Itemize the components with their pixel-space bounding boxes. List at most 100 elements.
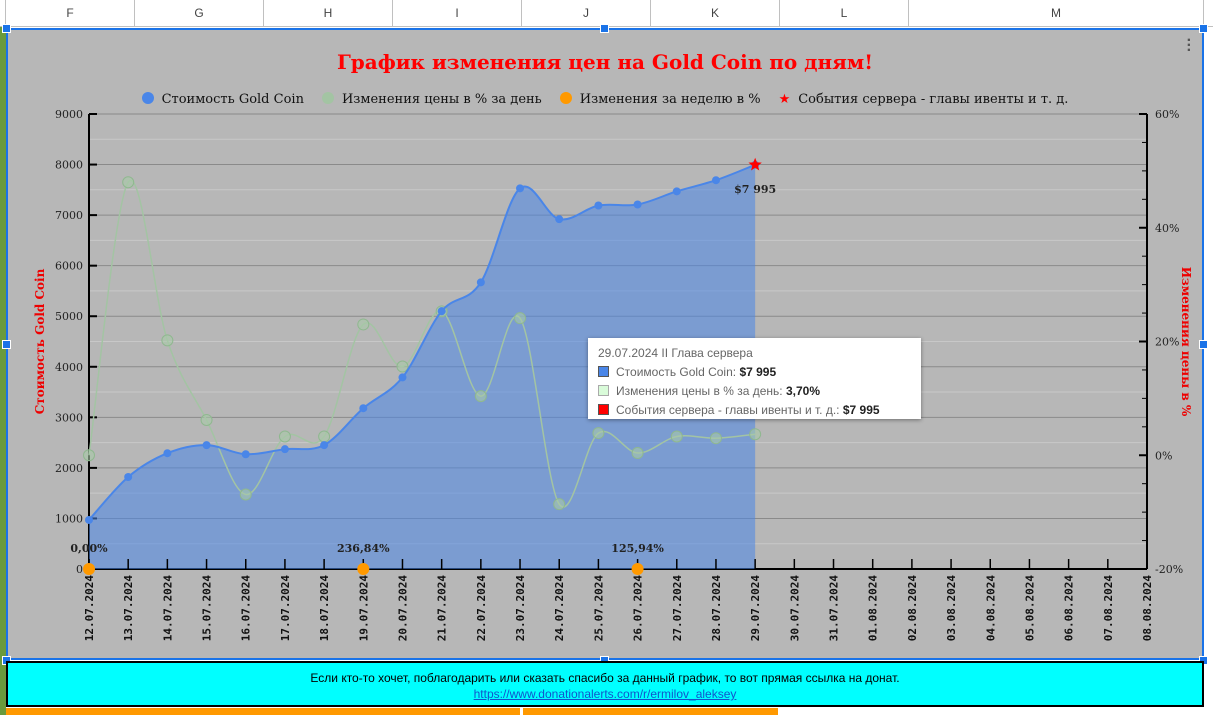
- y2-tick-label: 40%: [1155, 222, 1179, 235]
- y-tick-label: 9000: [55, 108, 83, 121]
- swatch-icon: [598, 385, 609, 396]
- y2-axis-title: Изменения цены в %: [1179, 267, 1193, 417]
- y-tick-label: 6000: [55, 260, 83, 273]
- price-point: [594, 201, 603, 210]
- legend-label: События сервера - главы ивенты и т. д.: [798, 92, 1069, 107]
- daily-change-point: [553, 498, 566, 511]
- x-tick-label: 20.07.2024: [396, 575, 409, 642]
- x-tick-label: 07.08.2024: [1102, 575, 1115, 642]
- x-tick-label: 13.07.2024: [122, 575, 135, 642]
- col-header-h[interactable]: H: [264, 0, 393, 26]
- x-tick-label: 30.07.2024: [788, 575, 801, 642]
- col-blank: [0, 0, 6, 26]
- weekly-change-point: [357, 563, 370, 575]
- tooltip-row: Изменения цены в % за день: 3,70%: [598, 382, 911, 401]
- resize-handle[interactable]: [1199, 24, 1208, 33]
- x-tick-label: 23.07.2024: [514, 575, 527, 642]
- swatch-icon: [598, 366, 609, 377]
- y-tick-label: 7000: [55, 209, 83, 222]
- tooltip-row: События сервера - главы ивенты и т. д.: …: [598, 401, 911, 420]
- legend-label: Стоимость Gold Coin: [161, 92, 304, 107]
- tooltip-label: События сервера - главы ивенты и т. д.:: [616, 403, 843, 417]
- legend-item[interactable]: Изменения цены в % за день: [321, 92, 542, 107]
- legend-dot-icon: [559, 92, 572, 104]
- daily-change-point: [709, 432, 722, 445]
- y-tick-label: 8000: [55, 159, 83, 172]
- y-tick-label: 2000: [55, 462, 83, 475]
- x-tick-label: 22.07.2024: [475, 575, 488, 642]
- col-header-j[interactable]: J: [522, 0, 651, 26]
- weekly-change-label: 125,94%: [611, 542, 664, 555]
- x-tick-label: 16.07.2024: [240, 575, 253, 642]
- y-tick-label: 5000: [55, 310, 83, 323]
- tooltip-row: Стоимость Gold Coin: $7 995: [598, 363, 911, 382]
- donation-cell: Если кто-то хочет, поблагодарить или ска…: [6, 661, 1204, 707]
- y2-tick-label: -20%: [1155, 563, 1183, 576]
- chart-legend: Стоимость Gold Coin Изменения цены в % з…: [8, 92, 1202, 107]
- y-tick-label: 3000: [55, 411, 83, 424]
- col-header-l[interactable]: L: [780, 0, 909, 26]
- x-tick-label: 24.07.2024: [553, 575, 566, 642]
- x-tick-label: 08.08.2024: [1141, 575, 1154, 642]
- price-point: [711, 176, 720, 185]
- daily-change-point: [474, 390, 487, 403]
- price-area: [89, 164, 756, 569]
- chart-title: График изменения цен на Gold Coin по дня…: [336, 50, 874, 74]
- legend-item[interactable]: ★ События сервера - главы ивенты и т. д.: [779, 92, 1069, 107]
- x-tick-label: 02.08.2024: [906, 575, 919, 642]
- x-tick-label: 31.07.2024: [828, 575, 841, 642]
- col-header-g[interactable]: G: [135, 0, 264, 26]
- daily-change-point: [631, 446, 644, 459]
- daily-change-point: [278, 430, 291, 443]
- weekly-change-label: 0,00%: [70, 542, 108, 555]
- cell-orange: [6, 708, 520, 715]
- daily-change-point: [200, 413, 213, 426]
- tooltip-value: $7 995: [739, 365, 777, 379]
- daily-change-point: [592, 427, 605, 440]
- daily-change-point: [514, 312, 527, 325]
- daily-change-point: [122, 176, 135, 189]
- price-point: [516, 184, 525, 193]
- x-tick-label: 25.07.2024: [592, 575, 605, 642]
- resize-handle[interactable]: [2, 24, 11, 33]
- legend-label: Изменения за неделю в %: [579, 92, 761, 107]
- resize-handle[interactable]: [2, 340, 11, 349]
- x-tick-label: 28.07.2024: [710, 575, 723, 642]
- daily-change-point: [161, 334, 174, 347]
- weekly-change-point: [631, 563, 644, 575]
- donation-link[interactable]: https://www.donationalerts.com/r/ermilov…: [473, 687, 737, 701]
- legend-item[interactable]: Стоимость Gold Coin: [141, 92, 304, 107]
- cell-strip: [0, 27, 6, 715]
- price-point: [85, 515, 93, 524]
- x-tick-label: 03.08.2024: [945, 575, 958, 642]
- y-tick-label: 0: [76, 563, 83, 576]
- more-vert-icon[interactable]: · · ·: [1186, 32, 1192, 59]
- daily-change-point: [239, 488, 252, 501]
- resize-handle[interactable]: [600, 24, 609, 33]
- col-header-f[interactable]: F: [6, 0, 135, 26]
- tooltip-header: 29.07.2024 II Глава сервера: [598, 346, 753, 360]
- weekly-change-label: 236,84%: [337, 542, 390, 555]
- tooltip-label: Стоимость Gold Coin:: [616, 365, 740, 379]
- x-tick-label: 01.08.2024: [867, 575, 880, 642]
- weekly-change-point: [83, 563, 95, 575]
- price-point: [320, 441, 329, 450]
- col-header-k[interactable]: K: [651, 0, 780, 26]
- x-tick-label: 18.07.2024: [318, 575, 331, 642]
- event-label: $7 995: [734, 183, 776, 196]
- x-tick-label: 26.07.2024: [632, 575, 645, 642]
- price-point: [437, 307, 446, 316]
- y-axis-title: Стоимость Gold Coin: [33, 268, 47, 414]
- legend-item[interactable]: Изменения за неделю в %: [559, 92, 761, 107]
- x-tick-label: 17.07.2024: [279, 575, 292, 642]
- col-header-i[interactable]: I: [393, 0, 522, 26]
- col-header-m[interactable]: M: [909, 0, 1204, 26]
- legend-dot-icon: [321, 92, 334, 104]
- resize-handle[interactable]: [1199, 340, 1208, 349]
- y2-tick-label: 60%: [1155, 108, 1179, 121]
- x-tick-label: 12.07.2024: [83, 575, 96, 642]
- y2-tick-label: 20%: [1155, 336, 1179, 349]
- price-point: [241, 450, 250, 459]
- legend-dot-icon: [141, 92, 154, 104]
